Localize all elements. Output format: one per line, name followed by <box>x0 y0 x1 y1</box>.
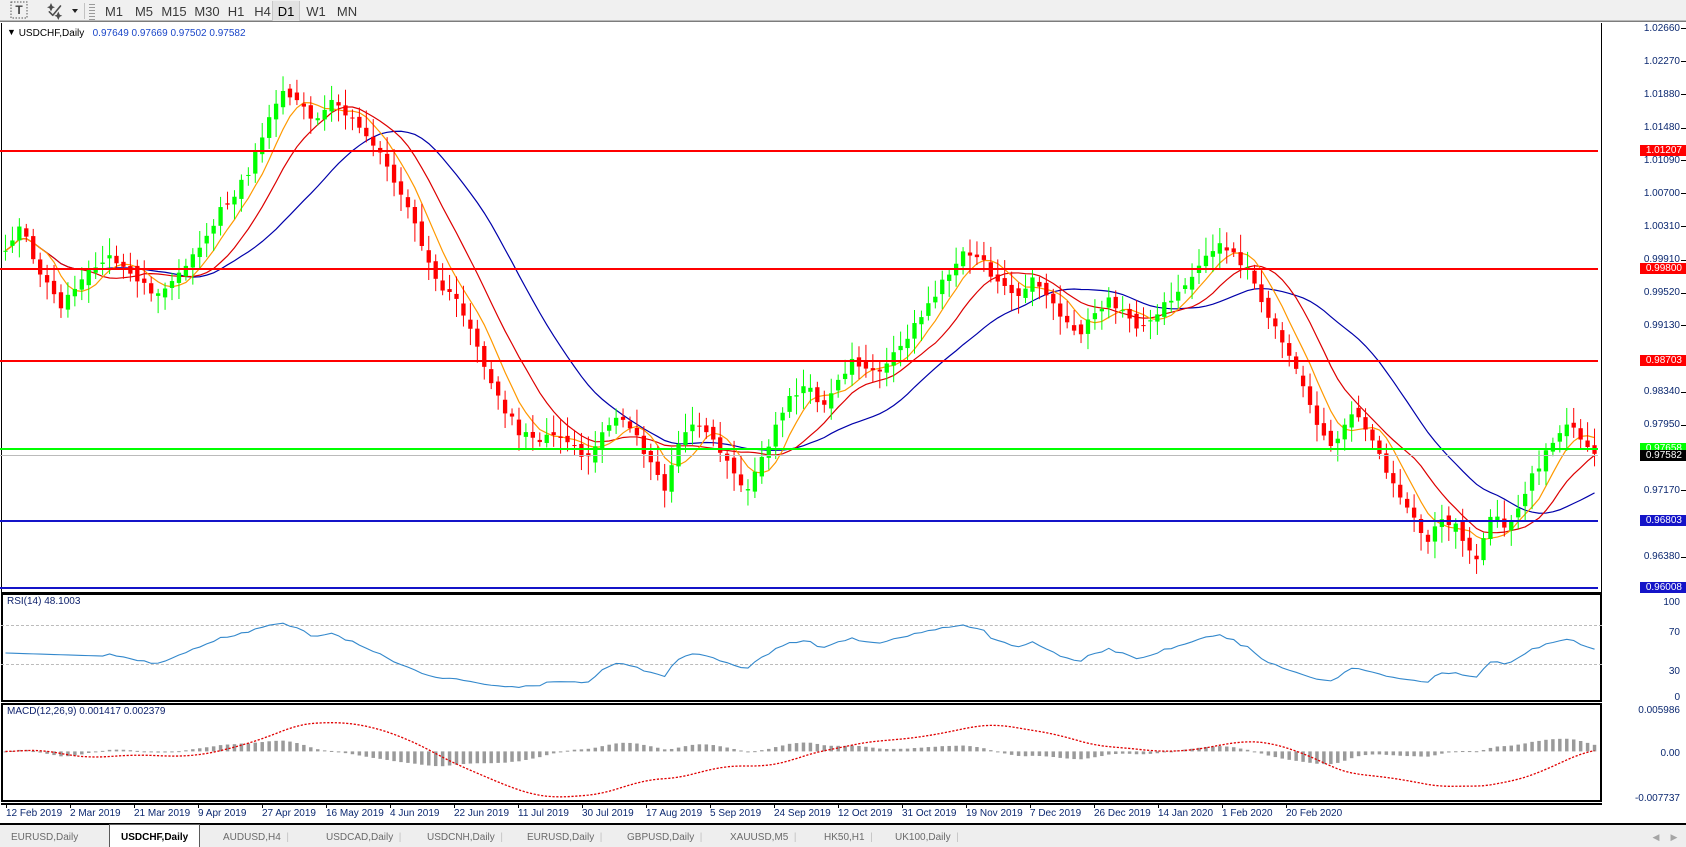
svg-text:T: T <box>15 3 23 17</box>
